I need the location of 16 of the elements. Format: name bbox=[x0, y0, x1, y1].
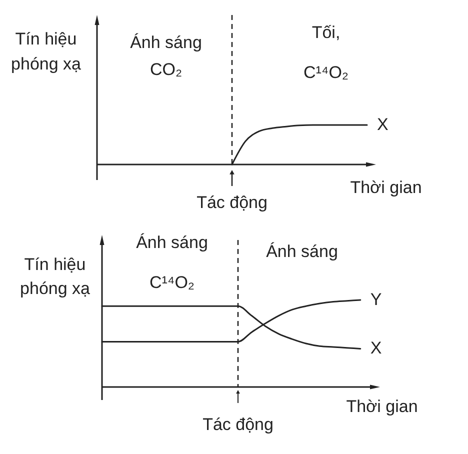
text: CO₂ bbox=[150, 60, 182, 79]
x-axis-title: Thời gian bbox=[350, 178, 422, 197]
text: C¹⁴O₂ bbox=[303, 63, 349, 82]
text: Tác động bbox=[196, 193, 268, 212]
x-axis-title: Thời gian bbox=[346, 397, 418, 416]
text: C¹⁴O₂ bbox=[149, 273, 195, 292]
text: Ánh sáng bbox=[136, 233, 208, 252]
series-label: Y bbox=[370, 290, 382, 309]
text: Tối, bbox=[312, 23, 340, 42]
series-label: X bbox=[370, 338, 382, 358]
text: Tác động bbox=[202, 415, 274, 434]
text: Ánh sáng bbox=[130, 33, 202, 52]
text: Ánh sáng bbox=[266, 242, 338, 261]
series-label: X bbox=[377, 115, 388, 134]
y-axis-title: Tín hiệu phóng xạ bbox=[20, 255, 91, 298]
y-axis-title: Tín hiệu phóng xạ bbox=[11, 30, 82, 74]
